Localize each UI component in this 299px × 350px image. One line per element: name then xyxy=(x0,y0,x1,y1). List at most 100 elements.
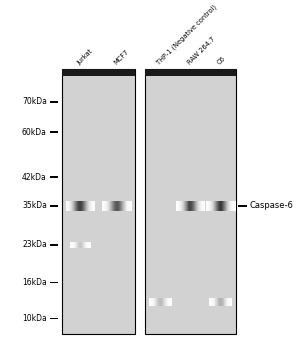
Text: MCF7: MCF7 xyxy=(112,49,129,66)
Bar xyxy=(159,298,160,306)
Bar xyxy=(238,205,247,206)
Bar xyxy=(127,201,129,211)
Bar xyxy=(145,69,236,334)
Bar xyxy=(50,176,58,178)
Bar xyxy=(228,201,229,211)
Bar xyxy=(214,201,215,211)
Bar xyxy=(229,298,230,306)
Bar xyxy=(78,242,79,248)
Bar xyxy=(72,242,73,248)
Bar xyxy=(154,298,155,306)
Bar xyxy=(81,201,83,211)
Bar xyxy=(90,201,91,211)
Bar xyxy=(199,201,201,211)
Bar xyxy=(80,201,82,211)
Bar xyxy=(105,201,106,211)
Bar xyxy=(158,298,159,306)
Bar xyxy=(77,201,79,211)
Bar xyxy=(212,201,213,211)
Bar xyxy=(124,201,126,211)
Bar xyxy=(91,201,92,211)
Bar xyxy=(219,201,221,211)
Bar xyxy=(71,201,72,211)
Bar xyxy=(218,298,219,306)
Bar xyxy=(227,298,228,306)
Bar xyxy=(163,298,164,306)
Bar xyxy=(155,298,156,306)
Bar xyxy=(120,201,122,211)
Bar xyxy=(181,201,183,211)
Bar xyxy=(226,201,228,211)
Bar xyxy=(74,201,76,211)
Text: 35kDa: 35kDa xyxy=(22,201,47,210)
Bar xyxy=(215,201,216,211)
Bar xyxy=(190,201,191,211)
Bar xyxy=(221,298,222,306)
Bar xyxy=(200,201,202,211)
Bar xyxy=(129,201,131,211)
Bar xyxy=(151,298,152,306)
Bar xyxy=(73,242,74,248)
Bar xyxy=(210,298,211,306)
Bar xyxy=(68,201,70,211)
Bar xyxy=(233,201,234,211)
Bar xyxy=(197,201,199,211)
Bar xyxy=(212,298,213,306)
Text: 60kDa: 60kDa xyxy=(22,127,47,136)
Bar xyxy=(218,201,219,211)
Bar xyxy=(190,201,192,211)
Bar xyxy=(81,242,82,248)
Bar xyxy=(71,242,72,248)
Bar xyxy=(229,201,231,211)
Bar xyxy=(84,201,86,211)
Bar xyxy=(82,201,83,211)
Bar xyxy=(76,242,77,248)
Bar xyxy=(83,201,84,211)
Bar xyxy=(187,201,188,211)
Bar xyxy=(223,298,224,306)
Bar xyxy=(214,298,215,306)
Bar xyxy=(87,201,88,211)
Bar xyxy=(163,298,164,306)
Bar xyxy=(213,298,214,306)
Bar xyxy=(76,242,77,248)
Bar xyxy=(151,298,152,306)
Bar xyxy=(183,201,184,211)
Text: THP-1 (Negative control): THP-1 (Negative control) xyxy=(156,3,218,66)
Bar xyxy=(226,298,227,306)
Bar xyxy=(179,201,180,211)
Bar xyxy=(225,201,226,211)
Bar xyxy=(211,298,212,306)
Bar xyxy=(225,298,226,306)
Bar xyxy=(119,201,120,211)
Bar xyxy=(194,201,196,211)
Bar xyxy=(90,242,91,248)
Text: 16kDa: 16kDa xyxy=(22,278,47,287)
Bar xyxy=(178,201,179,211)
Bar xyxy=(122,201,123,211)
Text: Jurkat: Jurkat xyxy=(76,48,94,66)
Bar xyxy=(65,201,67,211)
Bar xyxy=(222,201,224,211)
Bar xyxy=(195,201,197,211)
Bar xyxy=(84,242,85,248)
Bar xyxy=(62,69,135,334)
Bar xyxy=(50,318,58,320)
Bar xyxy=(225,201,227,211)
Bar xyxy=(184,201,185,211)
Bar xyxy=(78,201,80,211)
Bar xyxy=(77,242,78,248)
Bar xyxy=(188,201,190,211)
Text: 23kDa: 23kDa xyxy=(22,240,47,249)
Bar xyxy=(77,242,79,248)
Bar xyxy=(82,242,83,248)
Bar xyxy=(76,201,77,211)
Bar xyxy=(167,298,168,306)
Bar xyxy=(110,201,111,211)
Bar xyxy=(93,201,94,211)
Bar xyxy=(157,298,158,306)
Bar xyxy=(50,101,58,103)
Bar xyxy=(153,298,154,306)
Bar xyxy=(196,201,198,211)
Bar xyxy=(85,242,86,248)
